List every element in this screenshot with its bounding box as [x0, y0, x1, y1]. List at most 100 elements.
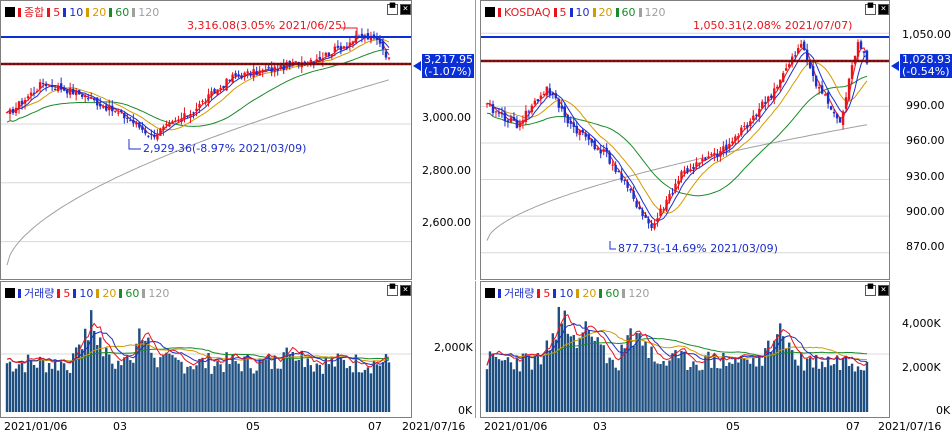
close-icon[interactable]: ×	[400, 4, 411, 15]
ma5-marker-icon	[47, 7, 51, 17]
minimize-icon[interactable]: ▀	[865, 4, 876, 15]
volume-tick: 4,000K	[902, 317, 941, 330]
volume-bar	[210, 373, 213, 412]
candle-body	[84, 95, 87, 98]
date-tick: 03	[593, 420, 607, 433]
candle-body	[252, 69, 255, 78]
volume-bar	[617, 370, 620, 412]
ma120-marker-icon	[638, 7, 642, 17]
volume-bar	[288, 354, 291, 412]
candle-body	[841, 111, 845, 125]
ma20-line	[6, 38, 390, 131]
volume-bar	[832, 364, 836, 412]
volume-bar	[44, 372, 48, 412]
ma5-marker-icon	[57, 288, 61, 298]
candle-body	[832, 111, 836, 114]
kospi-high-annotation: 3,316.08(3.05% 2021/06/25)	[187, 19, 347, 32]
volume-bar	[599, 344, 602, 412]
volume-bar	[41, 359, 45, 412]
volume-bar	[258, 358, 261, 412]
candle-body	[773, 88, 776, 100]
kosdaq-volume-plot[interactable]	[481, 282, 890, 418]
kosdaq-price-axis: 1,050.00 990.00 960.00 930.00 900.00 870…	[890, 0, 952, 280]
ma60-marker-icon	[599, 288, 603, 298]
ma60-line	[6, 48, 390, 127]
price-tick: 960.00	[906, 134, 945, 147]
minimize-icon[interactable]: ▀	[865, 285, 876, 296]
candle-body	[198, 103, 201, 108]
kosdaq-price-plot[interactable]	[481, 1, 890, 280]
candle-body	[503, 112, 507, 122]
volume-bar	[644, 341, 647, 412]
volume-bar	[348, 366, 352, 412]
ma5-line	[6, 322, 390, 368]
candle-body	[23, 99, 27, 104]
candle-body	[844, 97, 848, 109]
ma20-label: 20	[92, 5, 107, 19]
high-annotation-leader	[341, 27, 358, 39]
volume-bar	[560, 323, 564, 412]
panel-menu-icon[interactable]	[5, 7, 15, 17]
ma60-marker-icon	[109, 7, 113, 17]
kospi-volume-plot[interactable]	[1, 282, 412, 418]
volume-bar	[177, 359, 180, 412]
panel-menu-icon[interactable]	[485, 7, 495, 17]
close-icon[interactable]: ×	[878, 4, 889, 15]
volume-bar	[228, 363, 231, 412]
candle-body	[201, 100, 204, 102]
candle-body	[90, 97, 93, 99]
volume-bar	[790, 350, 794, 412]
candle-body	[177, 119, 180, 121]
volume-bar	[246, 354, 249, 412]
candle-body	[743, 125, 746, 127]
candle-body	[183, 113, 186, 119]
volume-bar	[785, 348, 788, 412]
volume-bar	[865, 361, 869, 412]
candle-body	[856, 42, 860, 57]
volume-bar	[835, 355, 839, 412]
candle-body	[318, 57, 322, 60]
panel-menu-icon[interactable]	[485, 288, 495, 298]
volume-bar	[303, 367, 306, 412]
panel-menu-icon[interactable]	[5, 288, 15, 298]
candle-body	[375, 37, 379, 40]
candle-body	[554, 93, 558, 99]
candle-body	[506, 120, 510, 122]
volume-bar	[327, 364, 331, 412]
candle-body	[662, 209, 665, 211]
candle-body	[644, 214, 647, 218]
ma5-label: 5	[53, 5, 61, 19]
kosdaq-date-axis: 2021/01/06 03 05 07 2021/07/16	[480, 418, 952, 435]
candle-body	[47, 84, 51, 86]
candle-body	[336, 45, 340, 48]
volume-bar	[378, 365, 382, 412]
volume-bar	[50, 368, 54, 412]
candle-body	[219, 87, 222, 90]
volume-bar	[536, 353, 540, 412]
volume-bar	[192, 369, 195, 412]
minimize-icon[interactable]: ▀	[387, 4, 398, 15]
candle-body	[258, 70, 261, 76]
volume-bar	[345, 368, 349, 412]
volume-bar	[638, 333, 641, 412]
candle-body	[497, 112, 501, 114]
volume-bar	[524, 353, 528, 412]
candle-body	[162, 126, 165, 130]
close-icon[interactable]: ×	[400, 285, 411, 296]
kospi-price-plot[interactable]	[1, 1, 412, 280]
close-icon[interactable]: ×	[878, 285, 889, 296]
volume-tick: 0K	[936, 404, 951, 417]
volume-bar	[557, 306, 561, 412]
candle-body	[35, 91, 39, 93]
volume-bar	[189, 366, 192, 412]
ma60-label: 60	[125, 286, 140, 300]
candle-body	[96, 97, 99, 106]
price-tick: 870.00	[906, 240, 945, 253]
volume-bar	[826, 356, 830, 412]
volume-bar	[602, 345, 605, 412]
minimize-icon[interactable]: ▀	[387, 285, 398, 296]
candle-body	[749, 120, 752, 127]
volume-bar	[811, 367, 815, 412]
candle-body	[351, 41, 355, 45]
ma20-label: 20	[582, 286, 597, 300]
